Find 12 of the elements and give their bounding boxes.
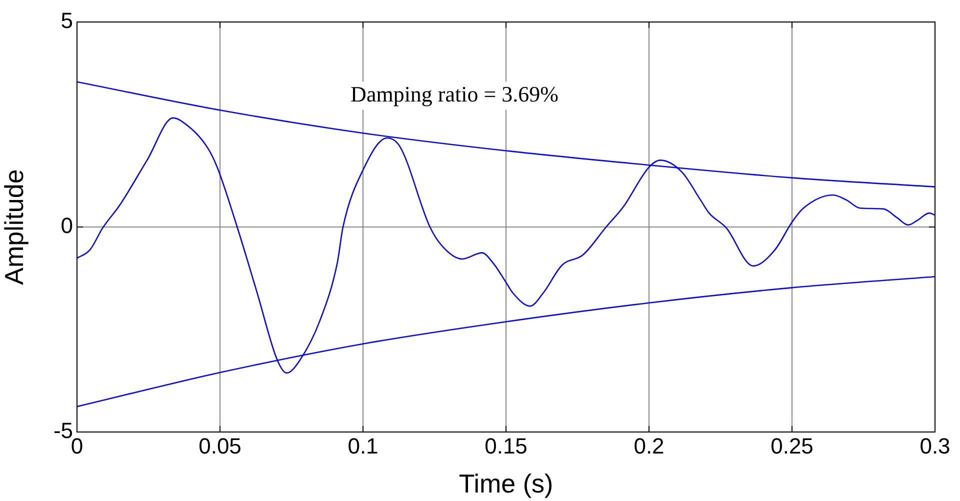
x-tick-label: 0.15 [484, 433, 528, 458]
y-tick-label: -5 [53, 418, 73, 444]
x-tick-label: 0.3 [920, 433, 950, 458]
y-axis-title: Amplitude [0, 169, 29, 285]
x-axis-title: Time (s) [458, 468, 554, 499]
y-tick-label: 0 [60, 213, 73, 238]
x-tick-label: 0.25 [770, 433, 814, 458]
x-tick-label: 0.05 [198, 433, 242, 458]
y-tick-label: 5 [60, 8, 73, 34]
x-tick-label: 0.2 [634, 433, 664, 458]
annotation: Damping ratio = 3.69% [350, 82, 558, 107]
x-tick-label: 0.1 [348, 433, 378, 458]
